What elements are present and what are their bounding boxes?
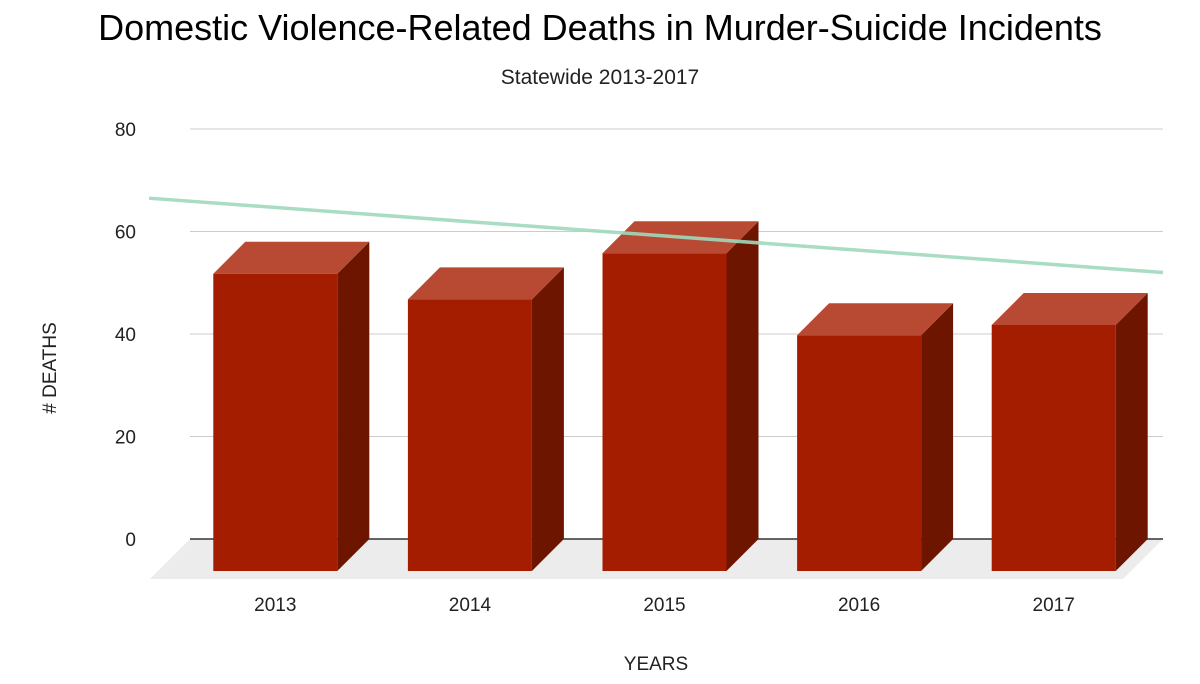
y-tick-label: 80 [115,120,136,141]
y-tick-label: 0 [125,530,136,551]
bar-2017 [991,325,1116,571]
x-tick-label: 2015 [643,595,685,616]
plot-area: 0 20 40 60 80 2013 2014 2015 2016 2017 [115,120,1164,616]
bar-2015 [602,253,727,571]
bar-top [213,241,370,274]
x-tick-label: 2016 [838,595,880,616]
x-axis-label: YEARS [624,654,688,675]
bar-top [797,303,954,336]
bar-2013 [213,273,338,571]
chart-title: Domestic Violence-Related Deaths in Murd… [98,7,1102,48]
bar-side [921,303,954,571]
bar-2016 [797,335,922,571]
x-tick-label: 2017 [1033,595,1075,616]
bar-side [726,221,759,571]
x-tick-label: 2014 [449,595,492,616]
bar-side [337,241,370,571]
trendline [148,196,1164,275]
y-axis-label: # DEATHS [40,322,61,414]
y-tick-label: 60 [115,223,136,244]
bar-top [991,293,1148,325]
bar-top [407,267,564,300]
x-tick-label: 2013 [254,595,296,616]
y-tick-label: 40 [115,325,136,346]
bar-2014 [407,299,532,571]
y-tick-label: 20 [115,428,136,449]
bar-side [1115,293,1148,571]
chart-subtitle: Statewide 2013-2017 [501,66,700,89]
bar-side [531,267,564,571]
